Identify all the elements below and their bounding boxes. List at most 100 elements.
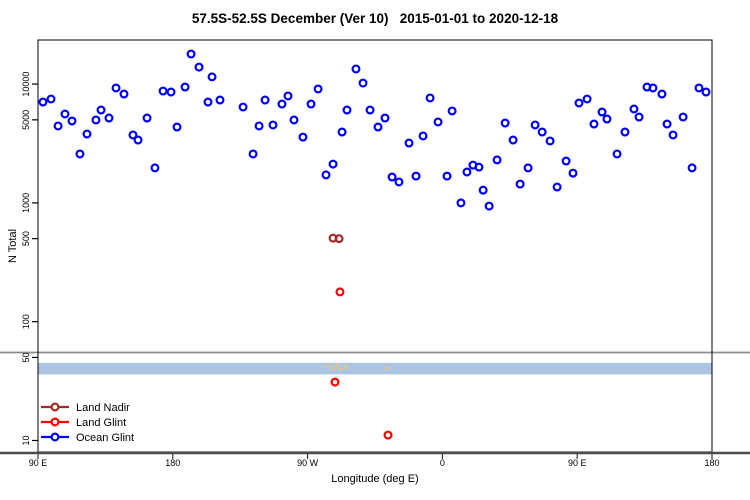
data-point-ocean-glint (277, 99, 287, 109)
data-point-ocean-glint (474, 162, 484, 172)
data-point-ocean-glint (678, 112, 688, 122)
data-point-ocean-glint (238, 102, 248, 112)
y-tick-label: 5000 (21, 110, 31, 130)
data-point-ocean-glint (283, 91, 293, 101)
legend-label-land-glint: Land Glint (76, 417, 126, 429)
data-point-ocean-glint (523, 163, 533, 173)
data-point-ocean-glint (186, 49, 196, 59)
data-point-ocean-glint (128, 130, 138, 140)
data-point-ocean-glint (373, 122, 383, 132)
plot-frame (37, 39, 713, 453)
data-point-land-nadir (334, 234, 344, 244)
data-point-ocean-glint (289, 115, 299, 125)
data-point-ocean-glint (545, 136, 555, 146)
y-tick-label: 100 (21, 314, 31, 329)
data-point-ocean-glint (515, 179, 525, 189)
data-point-ocean-glint (418, 131, 428, 141)
data-point-ocean-glint (462, 167, 472, 177)
data-point-ocean-glint (612, 149, 622, 159)
data-point-band-marks (331, 366, 335, 371)
data-point-ocean-glint (119, 89, 129, 99)
data-point-ocean-glint (321, 170, 331, 180)
data-point-ocean-glint (433, 117, 443, 127)
data-point-ocean-glint (203, 97, 213, 107)
data-point-ocean-glint (394, 177, 404, 187)
data-point-ocean-glint (91, 115, 101, 125)
chart-title: 57.5S-52.5S December (Ver 10) 2015-01-01… (191, 11, 559, 26)
data-point-ocean-glint (597, 107, 607, 117)
data-point-ocean-glint (142, 113, 152, 123)
data-point-ocean-glint (442, 171, 452, 181)
data-point-ocean-glint (447, 106, 457, 116)
data-point-ocean-glint (328, 159, 338, 169)
x-tick-label: 180 (704, 458, 719, 468)
data-point-ocean-glint (500, 118, 510, 128)
data-point-ocean-glint (158, 86, 168, 96)
data-point-ocean-glint (411, 171, 421, 181)
data-point-ocean-glint (484, 201, 494, 211)
data-point-ocean-glint (180, 82, 190, 92)
data-point-ocean-glint (342, 105, 352, 115)
legend-label-ocean-glint: Ocean Glint (76, 432, 134, 444)
x-tick-label: 90 E (29, 458, 48, 468)
shaded-band (38, 362, 712, 375)
data-point-ocean-glint (478, 185, 488, 195)
data-point-ocean-glint (657, 89, 667, 99)
data-point-ocean-glint (568, 168, 578, 178)
data-point-ocean-glint (574, 98, 584, 108)
y-tick-label: 500 (21, 231, 31, 246)
data-point-ocean-glint (215, 95, 225, 105)
x-tick-label: 0 (440, 458, 445, 468)
data-point-band-marks (339, 367, 343, 371)
data-point-ocean-glint (380, 113, 390, 123)
data-point-ocean-glint (46, 94, 56, 104)
data-point-ocean-glint (365, 105, 375, 115)
data-point-ocean-glint (648, 83, 658, 93)
data-point-ocean-glint (351, 64, 361, 74)
data-point-ocean-glint (53, 121, 63, 131)
data-point-ocean-glint (589, 119, 599, 129)
data-point-ocean-glint (602, 114, 612, 124)
data-point-band-marks (326, 364, 330, 369)
data-point-ocean-glint (248, 149, 258, 159)
data-point-ocean-glint (260, 95, 270, 105)
data-point-ocean-glint (60, 109, 70, 119)
data-point-land-glint (330, 377, 340, 387)
data-point-ocean-glint (133, 135, 143, 145)
data-point-ocean-glint (313, 84, 323, 94)
data-point-ocean-glint (298, 132, 308, 142)
data-point-ocean-glint (662, 119, 672, 129)
data-point-land-glint (383, 430, 393, 440)
data-point-ocean-glint (75, 149, 85, 159)
y-tick-label: 10 (21, 435, 31, 445)
data-point-ocean-glint (306, 99, 316, 109)
legend-marker-land-glint (50, 417, 60, 427)
data-point-land-glint (335, 287, 345, 297)
data-point-ocean-glint (166, 87, 176, 97)
data-point-ocean-glint (358, 78, 368, 88)
data-point-ocean-glint (67, 116, 77, 126)
legend-label-land-nadir: Land Nadir (76, 402, 130, 414)
data-point-ocean-glint (150, 163, 160, 173)
data-point-ocean-glint (537, 127, 547, 137)
data-point-ocean-glint (337, 127, 347, 137)
data-point-ocean-glint (207, 72, 217, 82)
data-point-ocean-glint (456, 198, 466, 208)
data-point-ocean-glint (387, 172, 397, 182)
data-point-ocean-glint (194, 62, 204, 72)
data-point-ocean-glint (582, 94, 592, 104)
data-point-ocean-glint (508, 135, 518, 145)
data-point-ocean-glint (254, 121, 264, 131)
data-point-band-marks (344, 365, 348, 369)
x-axis-title: Longitude (deg E) (331, 473, 419, 485)
legend-marker-land-nadir (50, 402, 60, 412)
data-point-ocean-glint (694, 83, 704, 93)
x-tick-label: 90 E (568, 458, 587, 468)
y-tick-label: 50 (21, 352, 31, 362)
data-point-ocean-glint (404, 138, 414, 148)
x-tick-label: 180 (165, 458, 180, 468)
data-point-ocean-glint (687, 163, 697, 173)
x-tick-label: 90 W (297, 458, 319, 468)
data-point-ocean-glint (104, 113, 114, 123)
